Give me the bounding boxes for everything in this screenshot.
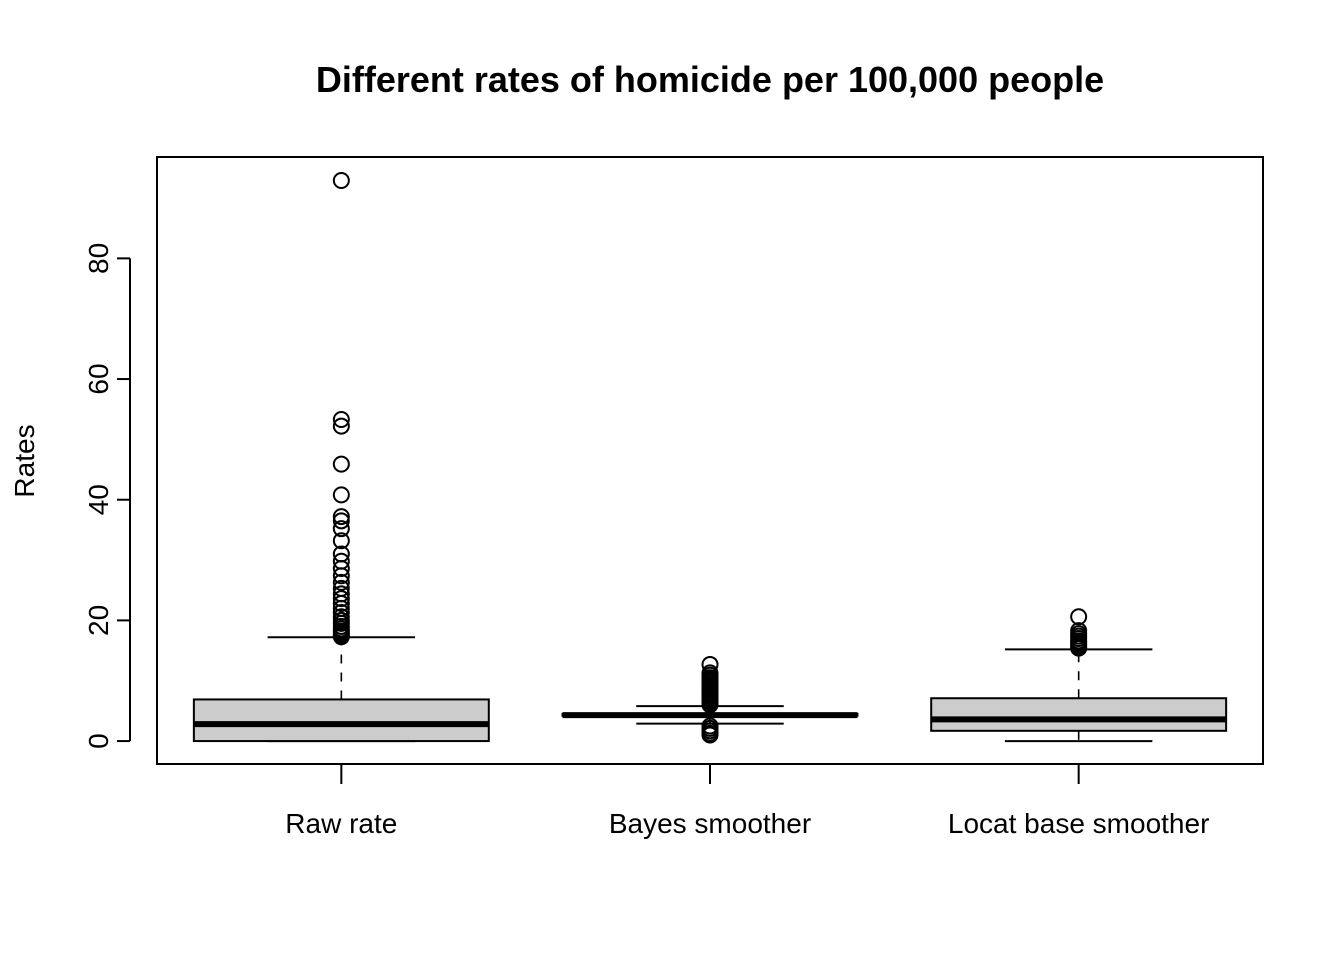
box-iqr (930, 697, 1228, 732)
outlier-point (332, 579, 350, 597)
outlier-point (332, 486, 350, 504)
outlier-point (332, 410, 350, 428)
x-tick-label: Bayes smoother (609, 808, 811, 839)
outlier-point (1070, 608, 1088, 626)
outlier-point (332, 552, 350, 570)
outlier-point (701, 655, 719, 673)
outlier-point (332, 172, 350, 190)
y-tick-label: 40 (83, 484, 114, 515)
boxes-layer (192, 172, 1228, 744)
outlier-point (332, 573, 350, 591)
box-group (192, 172, 490, 743)
box-iqr (192, 698, 490, 743)
outlier-point (332, 417, 350, 435)
box-group (930, 608, 1228, 743)
outlier-point (701, 717, 719, 735)
outlier-point (332, 545, 350, 563)
y-tick-label: 20 (83, 605, 114, 636)
outlier-point (332, 608, 350, 626)
outlier-point (332, 508, 350, 526)
y-axis-label: Rates (9, 424, 40, 497)
x-tick-label: Raw rate (285, 808, 397, 839)
outlier-point (1070, 622, 1088, 640)
y-tick-label: 60 (83, 363, 114, 394)
outlier-point (332, 585, 350, 603)
x-axis: Raw rate Bayes smoother Locat base smoothe… (285, 764, 1209, 839)
chart-title: Different rates of homicide per 100,000 … (316, 59, 1104, 100)
outlier-point (332, 604, 350, 622)
y-axis: 0 20 40 60 80 (83, 243, 131, 749)
outlier-point (332, 455, 350, 473)
outlier-point (332, 512, 350, 530)
y-tick-label: 80 (83, 243, 114, 274)
box-group (561, 655, 859, 744)
y-tick-label: 0 (83, 733, 114, 749)
outlier-point (332, 532, 350, 550)
outlier-point (332, 590, 350, 608)
x-tick-label: Locat base smoother (948, 808, 1210, 839)
outlier-point (332, 520, 350, 538)
outlier-point (701, 664, 719, 682)
